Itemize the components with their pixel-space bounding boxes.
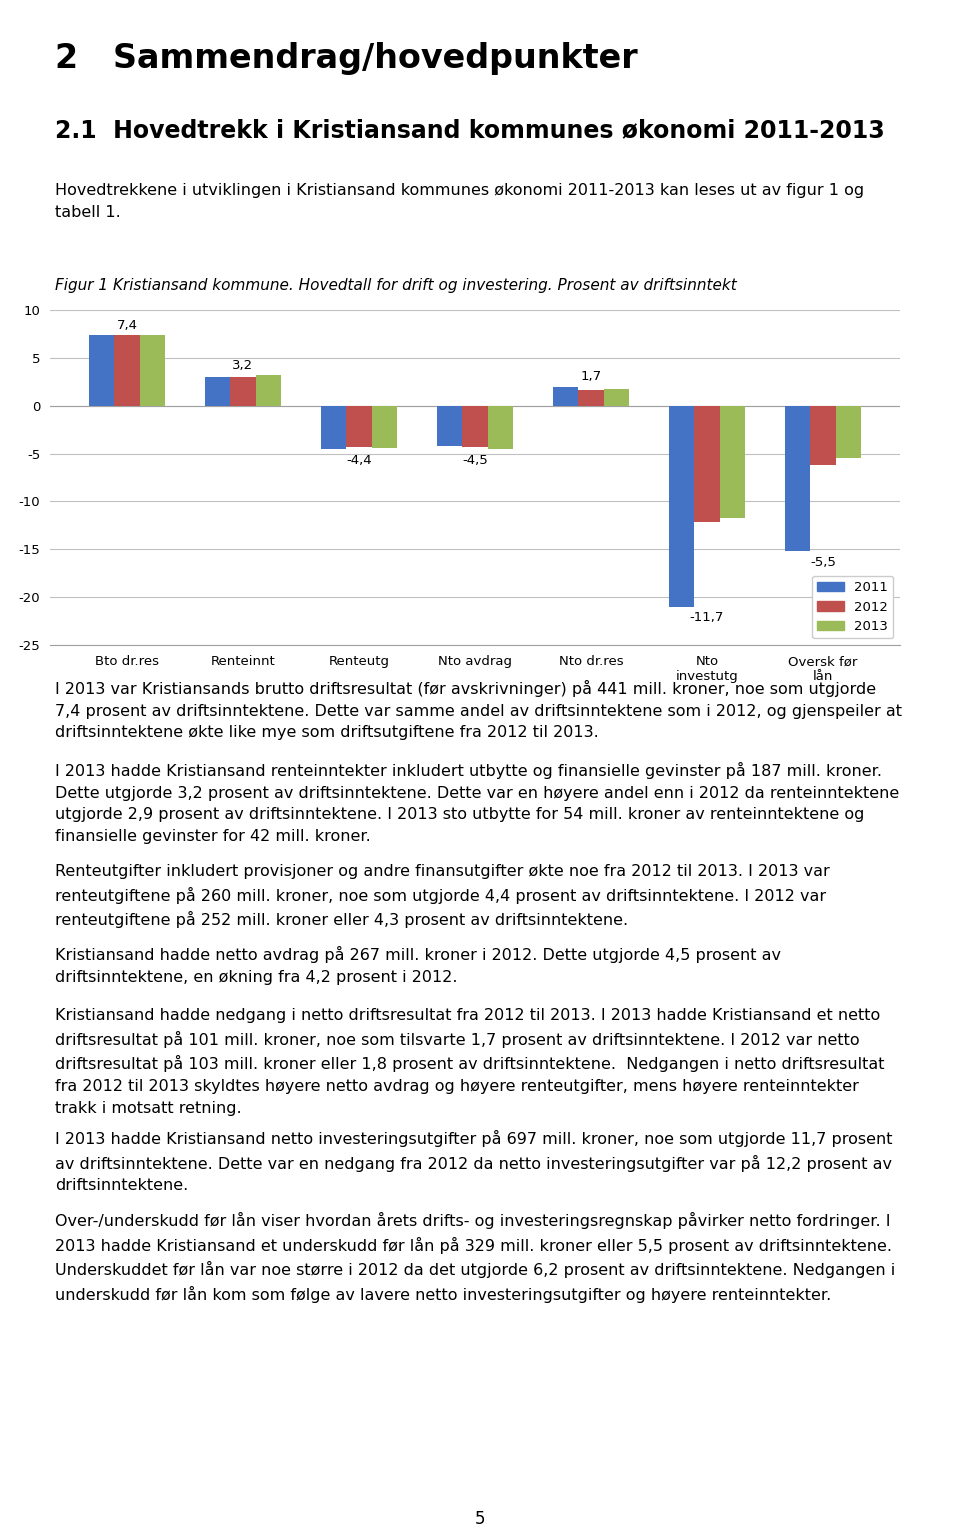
Bar (321, 406, 347, 449)
Bar (88, 336, 114, 406)
Bar (578, 391, 604, 406)
Bar (372, 406, 397, 447)
Legend: 2011, 2012, 2013: 2011, 2012, 2013 (812, 576, 894, 639)
Bar (669, 406, 694, 607)
Text: Kristiansand hadde netto avdrag på 267 mill. kroner i 2012. Dette utgjorde 4,5 p: Kristiansand hadde netto avdrag på 267 m… (55, 945, 780, 985)
Bar (836, 406, 861, 458)
Text: 3,2: 3,2 (232, 358, 253, 372)
Text: 2.1  Hovedtrekk i Kristiansand kommunes økonomi 2011-2013: 2.1 Hovedtrekk i Kristiansand kommunes ø… (55, 118, 884, 142)
Text: Figur 1 Kristiansand kommune. Hovedtall for drift og investering. Prosent av dri: Figur 1 Kristiansand kommune. Hovedtall … (55, 277, 736, 293)
Text: -11,7: -11,7 (690, 611, 724, 625)
Bar (140, 336, 165, 406)
Text: Hovedtrekkene i utviklingen i Kristiansand kommunes økonomi 2011-2013 kan leses : Hovedtrekkene i utviklingen i Kristiansa… (55, 182, 864, 221)
Text: -4,4: -4,4 (347, 453, 372, 467)
Text: Over-/underskudd før lån viser hvordan årets drifts- og investeringsregnskap påv: Over-/underskudd før lån viser hvordan å… (55, 1212, 895, 1304)
Text: -5,5: -5,5 (810, 556, 836, 568)
Bar (553, 386, 578, 406)
Text: 7,4: 7,4 (116, 319, 137, 331)
Bar (720, 406, 745, 518)
Bar (255, 375, 281, 406)
Bar (694, 406, 720, 522)
Text: 2   Sammendrag/hovedpunkter: 2 Sammendrag/hovedpunkter (55, 41, 637, 75)
Text: I 2013 hadde Kristiansand renteinntekter inkludert utbytte og finansielle gevins: I 2013 hadde Kristiansand renteinntekter… (55, 761, 899, 844)
Bar (488, 406, 514, 449)
Bar (784, 406, 810, 552)
Bar (347, 406, 372, 447)
Text: I 2013 hadde Kristiansand netto investeringsutgifter på 697 mill. kroner, noe so: I 2013 hadde Kristiansand netto invester… (55, 1131, 892, 1193)
Text: -4,5: -4,5 (462, 453, 488, 467)
Bar (230, 377, 255, 406)
Text: 1,7: 1,7 (581, 371, 602, 383)
Text: Renteutgifter inkludert provisjoner og andre finansutgifter økte noe fra 2012 ti: Renteutgifter inkludert provisjoner og a… (55, 864, 829, 928)
Bar (114, 336, 140, 406)
Bar (462, 406, 488, 447)
Text: Kristiansand hadde nedgang i netto driftsresultat fra 2012 til 2013. I 2013 hadd: Kristiansand hadde nedgang i netto drift… (55, 1008, 884, 1115)
Text: I 2013 var Kristiansands brutto driftsresultat (før avskrivninger) på 441 mill. : I 2013 var Kristiansands brutto driftsre… (55, 680, 901, 740)
Bar (604, 389, 630, 406)
Bar (810, 406, 836, 466)
Bar (204, 377, 230, 406)
Bar (437, 406, 462, 446)
Text: 5: 5 (475, 1511, 485, 1527)
